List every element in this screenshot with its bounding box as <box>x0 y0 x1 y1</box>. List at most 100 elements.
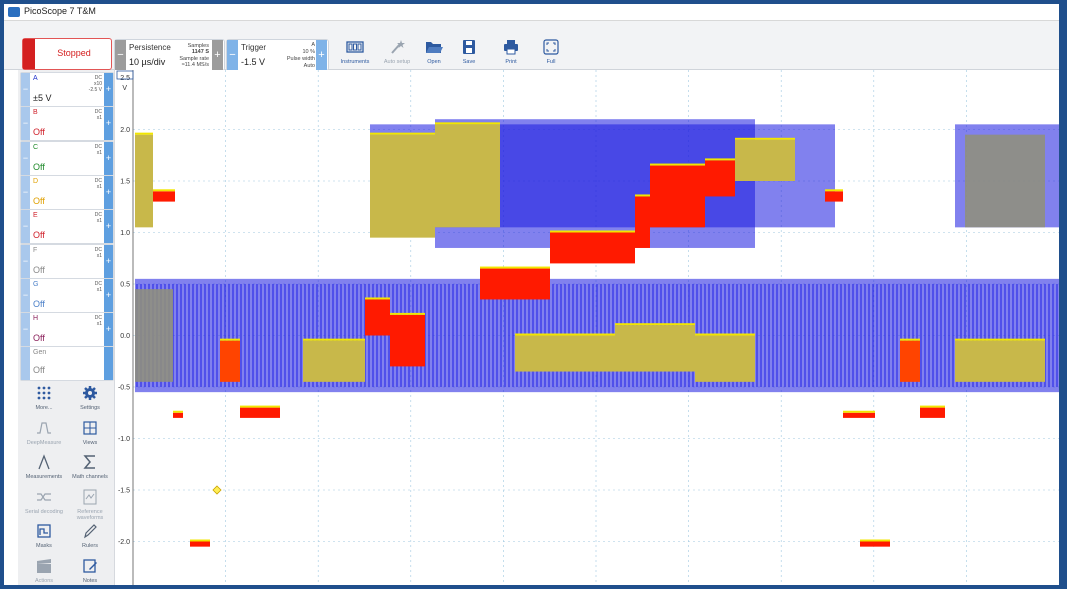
channel-d-control[interactable]: − D DC x1 Off + <box>20 174 114 210</box>
channel-coupling[interactable]: DC x1 <box>95 144 102 156</box>
persistence-band <box>515 335 615 372</box>
channel-range-increase-button[interactable]: + <box>104 278 113 312</box>
channel-range-increase-button[interactable]: + <box>104 73 113 106</box>
persistence-band <box>965 134 1045 228</box>
side-button-label: Math channels <box>72 474 108 480</box>
channel-range[interactable]: Off <box>33 161 45 172</box>
generator-increase-button[interactable] <box>104 347 113 380</box>
trigger-level-value[interactable]: -1.5 V <box>241 57 266 67</box>
run-stop-button[interactable]: Stopped <box>22 38 112 70</box>
channel-range[interactable]: Off <box>33 298 45 309</box>
channel-range-increase-button[interactable]: + <box>104 175 113 209</box>
side-button-label: Measurements <box>25 474 63 480</box>
channel-range-increase-button[interactable]: + <box>104 107 113 141</box>
channel-range-increase-button[interactable]: + <box>104 141 113 175</box>
y-tick-label: 0.0 <box>120 333 130 340</box>
channel-range-decrease-button[interactable]: − <box>21 313 30 347</box>
persistence-edge <box>135 132 153 135</box>
instruments-button[interactable]: Instruments <box>334 39 376 69</box>
trigger-type: Pulse width <box>286 56 315 62</box>
serial-decoding-button[interactable]: Serial decoding <box>22 487 66 525</box>
channel-coupling[interactable]: DC x1 <box>95 315 102 327</box>
print-label: Print <box>505 59 517 65</box>
timebase-increase-button[interactable]: + <box>212 40 223 70</box>
waveform-display[interactable]: 2.0 1.5 1.0 0.5 0.0 -0.5 -1.0 -1.5 -2.0 2.5 V <box>115 70 1059 585</box>
settings-button[interactable]: Settings <box>68 383 112 421</box>
channel-range-decrease-button[interactable]: − <box>21 107 30 141</box>
math-channels-button[interactable]: Math channels <box>68 452 112 490</box>
trigger-increase-button[interactable]: + <box>316 40 327 70</box>
masks-button[interactable]: Masks <box>22 521 66 559</box>
pen-icon <box>84 524 97 539</box>
generator-control[interactable]: Gen Off <box>20 346 114 381</box>
timebase-decrease-button[interactable]: − <box>115 40 126 70</box>
timebase-group[interactable]: − Persistence 10 µs/div Samples 1147 S S… <box>114 39 225 71</box>
scope-view[interactable]: 2.0 1.5 1.0 0.5 0.0 -0.5 -1.0 -1.5 -2.0 2.5 V <box>115 70 1059 585</box>
channel-range-increase-button[interactable]: + <box>104 313 113 347</box>
persistence-edge <box>153 189 175 192</box>
persistence-edge <box>550 230 635 233</box>
sample-rate-label: Sample rate <box>179 56 209 62</box>
persistence-edge <box>303 338 365 341</box>
trigger-group[interactable]: − Trigger -1.5 V A 10 % Pulse width Auto… <box>226 39 329 71</box>
sigma-icon <box>83 455 95 469</box>
deepmeasure-button[interactable]: DeepMeasure <box>22 418 66 456</box>
timebase-value[interactable]: 10 µs/div <box>129 57 166 67</box>
channel-g-control[interactable]: − G DC x1 Off + <box>20 277 114 313</box>
channel-h-control[interactable]: − H DC x1 Off + <box>20 312 114 348</box>
channel-coupling[interactable]: DC x1 <box>95 178 102 190</box>
trigger-decrease-button[interactable]: − <box>227 40 238 70</box>
print-button[interactable]: Print <box>490 39 532 69</box>
channel-range-increase-button[interactable]: + <box>104 244 113 278</box>
instruments-icon <box>346 41 364 53</box>
persistence-edge <box>955 338 1045 341</box>
deepmeasure-icon <box>37 421 51 434</box>
more-button[interactable]: More... <box>22 383 66 421</box>
channel-range[interactable]: Off <box>33 195 45 206</box>
channel-f-control[interactable]: − F DC x1 Off + <box>20 243 114 279</box>
persistence-band <box>240 407 280 418</box>
channel-range[interactable]: Off <box>33 230 45 241</box>
auto-setup-button[interactable]: Auto setup <box>376 39 418 69</box>
open-button[interactable]: Open <box>413 39 455 69</box>
persistence-band <box>435 124 500 228</box>
channel-range[interactable]: Off <box>33 127 45 138</box>
channel-range-decrease-button[interactable]: − <box>21 244 30 278</box>
measurements-button[interactable]: Measurements <box>22 452 66 490</box>
channel-e-control[interactable]: − E DC x1 Off + <box>20 209 114 245</box>
channel-a-control[interactable]: − A DC x10 -2.5 V ±5 V + <box>20 72 114 107</box>
side-button-label: Serial decoding <box>25 508 63 515</box>
persistence-edge <box>695 333 755 336</box>
channel-coupling[interactable]: DC x1 <box>95 281 102 293</box>
channel-range-decrease-button[interactable]: − <box>21 175 30 209</box>
trigger-marker <box>212 485 222 495</box>
persistence-edge <box>173 410 183 413</box>
generator-decrease-button[interactable] <box>21 347 30 380</box>
channel-c-control[interactable]: − C DC x1 Off + <box>20 140 114 176</box>
persistence-band <box>370 134 435 238</box>
channel-range[interactable]: Off <box>33 264 45 275</box>
channel-name: B <box>33 109 38 117</box>
channel-b-control[interactable]: − B DC x1 Off + <box>20 106 114 142</box>
views-button[interactable]: Views <box>68 418 112 456</box>
persistence-band <box>650 165 705 228</box>
channel-range[interactable]: Off <box>33 333 45 344</box>
samples-value[interactable]: 1147 S <box>191 49 209 55</box>
channel-coupling[interactable]: DC x1 <box>95 109 102 121</box>
channel-coupling[interactable]: DC x1 <box>95 212 102 224</box>
notes-button[interactable]: Notes <box>68 556 112 586</box>
fullscreen-button[interactable]: Full <box>530 39 572 69</box>
rulers-button[interactable]: Rulers <box>68 521 112 559</box>
reference-waveforms-button[interactable]: Reference waveforms <box>68 487 112 525</box>
channel-range[interactable]: ±5 V <box>33 93 52 103</box>
channel-range-decrease-button[interactable]: − <box>21 278 30 312</box>
channel-range-decrease-button[interactable]: − <box>21 73 30 106</box>
channel-coupling[interactable]: DC x10 -2.5 V <box>89 75 102 93</box>
channel-range-increase-button[interactable]: + <box>104 210 113 244</box>
save-button[interactable]: Save <box>448 39 490 69</box>
channel-range-decrease-button[interactable]: − <box>21 210 30 244</box>
persistence-edge <box>650 163 705 166</box>
channel-range-decrease-button[interactable]: − <box>21 141 30 175</box>
channel-coupling[interactable]: DC x1 <box>95 247 102 259</box>
actions-button[interactable]: Actions <box>22 556 66 586</box>
